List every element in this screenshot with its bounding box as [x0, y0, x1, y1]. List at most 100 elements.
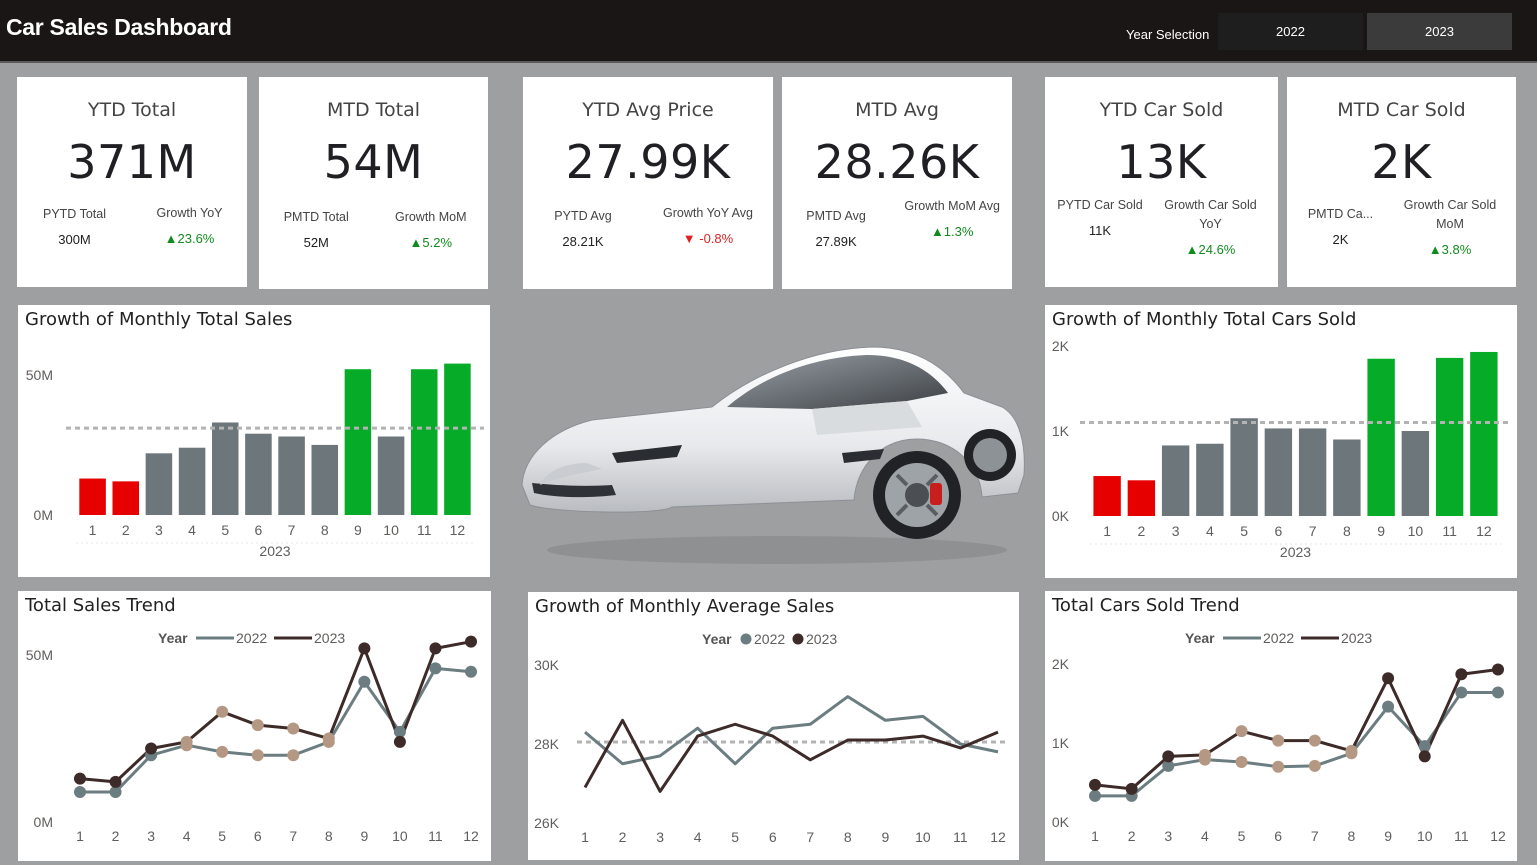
- x-tick-label: 4: [183, 828, 191, 844]
- kpi-sub-value: 300M: [17, 232, 132, 247]
- x-tick-label: 8: [1343, 523, 1351, 539]
- x-tick-label: 6: [254, 828, 262, 844]
- kpi-sub-label: PYTD Car Sold: [1055, 196, 1145, 215]
- data-point: [216, 746, 228, 758]
- bar: [212, 422, 239, 515]
- chart-card-total-sales-trend: Total Sales Trend 0M50M123456789101112Ye…: [18, 591, 491, 861]
- x-tick-label: 6: [1274, 523, 1282, 539]
- data-point: [1272, 735, 1284, 747]
- kpi-value: 28.26K: [782, 135, 1012, 189]
- kpi-sub-label: Growth YoY Avg: [643, 204, 773, 223]
- year-button-2022[interactable]: 2022: [1218, 13, 1363, 50]
- data-point: [1236, 725, 1248, 737]
- header-bar: Car Sales Dashboard Year Selection 2022 …: [0, 0, 1537, 63]
- kpi-sub-label: PMTD Avg: [782, 207, 890, 226]
- series-line: [1095, 670, 1498, 789]
- series-line: [585, 720, 998, 791]
- bar: [1093, 476, 1120, 516]
- kpi-card-ytd-total: YTD Total 371M PYTD Total 300M Growth Yo…: [17, 77, 247, 287]
- bar: [179, 448, 206, 515]
- x-tick-label: 1: [76, 828, 84, 844]
- kpi-sub-label: PYTD Avg: [523, 207, 643, 226]
- legend-title: Year: [702, 631, 732, 647]
- year-button-2023[interactable]: 2023: [1367, 13, 1512, 50]
- data-point: [394, 736, 406, 748]
- bar: [411, 369, 438, 515]
- kpi-title: YTD Total: [17, 99, 247, 121]
- x-tick-label: 12: [450, 522, 466, 538]
- bar: [1402, 431, 1429, 516]
- y-tick-label: 0K: [1052, 814, 1070, 830]
- bar: [112, 481, 139, 515]
- legend-label: 2022: [236, 630, 267, 646]
- kpi-sub-value: 11K: [1055, 223, 1145, 238]
- y-tick-label: 26K: [534, 815, 560, 831]
- x-tick-label: 3: [1172, 523, 1180, 539]
- data-point: [1345, 745, 1357, 757]
- bar: [1333, 440, 1360, 517]
- series-line: [1095, 692, 1498, 795]
- legend-label: 2022: [754, 631, 785, 647]
- x-tick-label: 3: [155, 522, 163, 538]
- data-point: [1382, 701, 1394, 713]
- dashboard-title: Car Sales Dashboard: [6, 14, 232, 41]
- kpi-value: 13K: [1045, 135, 1278, 189]
- data-point: [110, 776, 122, 788]
- x-tick-label: 5: [218, 828, 226, 844]
- bar: [146, 453, 173, 515]
- kpi-sub-label: Growth MoM Avg: [902, 197, 1003, 216]
- data-point: [252, 749, 264, 761]
- x-tick-label: 7: [289, 828, 297, 844]
- data-point: [1272, 761, 1284, 773]
- chart-card-monthly-cars-sold: Growth of Monthly Total Cars Sold 0K1K2K…: [1045, 305, 1517, 578]
- x-tick-label: 7: [288, 522, 296, 538]
- kpi-title: YTD Avg Price: [523, 99, 773, 121]
- y-tick-label: 50M: [26, 647, 53, 663]
- x-tick-label: 4: [694, 829, 702, 845]
- x-tick-label: 1: [1091, 828, 1099, 844]
- kpi-card-ytd-avg-price: YTD Avg Price 27.99K PYTD Avg 28.21K Gro…: [523, 77, 773, 289]
- x-tick-label: 10: [915, 829, 931, 845]
- x-tick-label: 8: [325, 828, 333, 844]
- kpi-title: YTD Car Sold: [1045, 99, 1278, 121]
- data-point: [252, 719, 264, 731]
- data-point: [1126, 783, 1138, 795]
- y-tick-label: 0M: [34, 814, 53, 830]
- y-tick-label: 0M: [34, 507, 53, 523]
- kpi-value: 371M: [17, 135, 247, 189]
- car-image: [512, 335, 1032, 575]
- bar: [79, 479, 106, 515]
- x-tick-label: 9: [1377, 523, 1385, 539]
- kpi-title: MTD Car Sold: [1287, 99, 1516, 121]
- x-tick-label: 1: [89, 522, 97, 538]
- data-point: [1309, 735, 1321, 747]
- bar: [278, 437, 305, 516]
- bar: [345, 369, 372, 515]
- data-point: [74, 773, 86, 785]
- series-line: [585, 697, 998, 764]
- kpi-sub-value: 2K: [1292, 232, 1389, 247]
- kpi-value: 27.99K: [523, 135, 773, 189]
- x-tick-label: 2: [619, 829, 627, 845]
- data-point: [1419, 750, 1431, 762]
- line-chart-total-sales-trend: 0M50M123456789101112Year20222023: [18, 591, 491, 861]
- bar: [1196, 444, 1223, 516]
- kpi-value: 54M: [259, 135, 488, 189]
- kpi-sub-label: PYTD Total: [17, 205, 132, 224]
- x-tick-label: 5: [1238, 828, 1246, 844]
- kpi-card-ytd-car-sold: YTD Car Sold 13K PYTD Car Sold 11K Growt…: [1045, 77, 1278, 287]
- x-tick-label: 11: [1454, 828, 1469, 844]
- x-tick-label: 4: [188, 522, 196, 538]
- data-point: [1236, 756, 1248, 768]
- legend-label: 2022: [1263, 630, 1294, 646]
- x-tick-label: 2: [122, 522, 130, 538]
- data-point: [1199, 749, 1211, 761]
- kpi-card-mtd-car-sold: MTD Car Sold 2K PMTD Ca... 2K Growth Car…: [1287, 77, 1516, 287]
- kpi-sub-value: 28.21K: [523, 234, 643, 249]
- bar: [1265, 428, 1292, 516]
- data-point: [287, 749, 299, 761]
- bar: [245, 434, 272, 515]
- x-tick-label: 10: [392, 828, 408, 844]
- kpi-title: MTD Avg: [782, 99, 1012, 121]
- bar-chart-monthly-cars-sold: 0K1K2K1234567891011122023: [1045, 305, 1517, 578]
